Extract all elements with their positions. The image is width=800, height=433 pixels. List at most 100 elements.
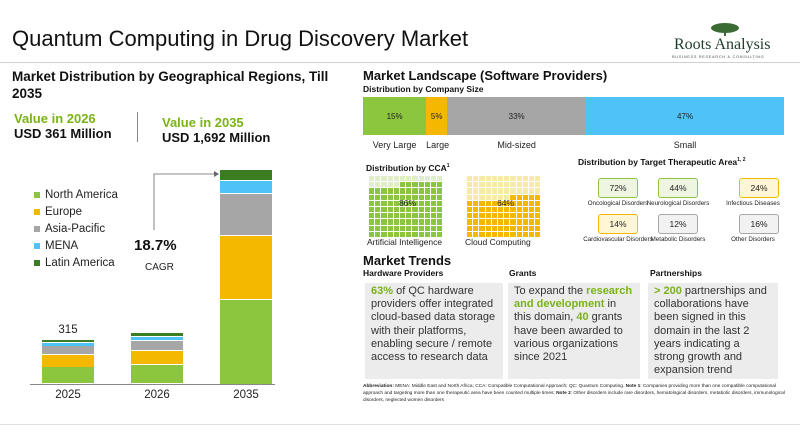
waffle-cell xyxy=(406,206,412,213)
waffle-cell xyxy=(387,182,393,188)
waffle-cell xyxy=(424,206,430,213)
waffle-cell xyxy=(393,213,399,219)
waffle-cell xyxy=(406,194,412,200)
waffle-cell xyxy=(430,219,437,225)
waffle-cell xyxy=(430,225,437,231)
cca-heading: Distribution by CCA1 xyxy=(366,163,450,173)
waffle-cell xyxy=(418,188,424,194)
waffle-cell xyxy=(418,206,424,213)
waffle-cell xyxy=(516,231,522,237)
waffle-cell xyxy=(467,182,473,188)
waffle-cell xyxy=(522,194,528,200)
waffle-cell xyxy=(437,219,443,225)
footnote-abbreviation: Abbreviation: MENA: Middle East and Nort… xyxy=(363,383,791,404)
waffle-cell xyxy=(424,231,430,237)
ta-label: Other Disorders xyxy=(731,236,775,243)
waffle-cell xyxy=(516,182,522,188)
company-size-label: Large xyxy=(426,140,450,150)
bar-segment-2035-mena xyxy=(220,181,272,194)
waffle-cell xyxy=(485,206,491,213)
waffle-cell xyxy=(473,231,479,237)
bar-segment-2035-north-america xyxy=(220,300,272,384)
x-tick-label-2026: 2026 xyxy=(144,389,170,401)
bar-segment-2035-latin-america xyxy=(220,169,272,181)
waffle-cell xyxy=(375,206,381,213)
waffle-cell xyxy=(473,200,479,206)
waffle-cell xyxy=(393,200,399,206)
waffle-cell xyxy=(497,176,504,182)
hardware-highlight: 63% xyxy=(371,285,394,297)
waffle-cell xyxy=(418,225,424,231)
waffle-cell xyxy=(497,182,504,188)
waffle-cell xyxy=(473,206,479,213)
waffle-cell xyxy=(406,200,412,206)
abbrev-text: MENA: Middle East and North Africa; CCA:… xyxy=(393,384,626,389)
partnerships-heading: Partnerships xyxy=(650,268,702,278)
waffle-cell xyxy=(369,219,375,225)
waffle-cell xyxy=(522,219,528,225)
waffle-cell xyxy=(387,219,393,225)
waffle-cell xyxy=(387,194,393,200)
waffle-cell xyxy=(399,200,406,206)
waffle-cell xyxy=(430,194,437,200)
waffle-cell xyxy=(485,182,491,188)
waffle-cell xyxy=(516,200,522,206)
waffle-cell xyxy=(473,182,479,188)
grants-text-post: grants have been awarded to various orga… xyxy=(514,311,623,364)
waffle-cell xyxy=(497,188,504,194)
waffle-cell xyxy=(412,182,418,188)
company-size-label: Mid-sized xyxy=(497,140,536,150)
waffle-cell xyxy=(437,225,443,231)
waffle-cell xyxy=(406,231,412,237)
waffle-cell xyxy=(424,176,430,182)
waffle-cell xyxy=(510,225,516,231)
ta-label: Oncological Disorders xyxy=(587,200,649,207)
waffle-cell xyxy=(510,206,516,213)
waffle-cell xyxy=(369,200,375,206)
waffle-cell xyxy=(528,231,535,237)
waffle-cell xyxy=(369,225,375,231)
waffle-cell xyxy=(381,225,387,231)
waffle-cell xyxy=(504,182,510,188)
waffle-cell xyxy=(375,194,381,200)
kpi-2035-value: USD 1,692 Million xyxy=(162,130,271,145)
legend-label: North America xyxy=(45,189,118,201)
cagr-label: CAGR xyxy=(145,262,174,273)
ta-box-metabolic-disorders: 12% xyxy=(658,214,698,234)
bar-segment-2026-asia-pacific xyxy=(131,340,183,351)
waffle-cell xyxy=(510,194,516,200)
waffle-cell xyxy=(510,219,516,225)
cca-value: 64% xyxy=(497,198,515,208)
grants-highlight-rd: research and development xyxy=(514,285,633,311)
waffle-cell xyxy=(473,225,479,231)
waffle-cell xyxy=(369,176,375,182)
bar-segment-2025-europe xyxy=(42,354,94,367)
waffle-cell xyxy=(387,231,393,237)
waffle-cell xyxy=(418,219,424,225)
partnerships-text: partnerships and collaborations have bee… xyxy=(654,285,767,377)
tree-icon xyxy=(711,23,739,36)
waffle-cell xyxy=(406,219,412,225)
waffle-cell xyxy=(479,213,485,219)
waffle-cell xyxy=(375,182,381,188)
ta-heading-text: Distribution by Target Therapeutic Area xyxy=(578,157,738,167)
waffle-cell xyxy=(424,225,430,231)
waffle-cell xyxy=(516,194,522,200)
company-size-label: Small xyxy=(673,140,697,150)
waffle-cell xyxy=(528,176,535,182)
note1-text: : Companies providing more than one comp… xyxy=(363,384,777,396)
waffle-cell xyxy=(430,176,437,182)
hardware-heading: Hardware Providers xyxy=(363,268,444,278)
waffle-cell xyxy=(467,188,473,194)
waffle-cell xyxy=(491,182,497,188)
waffle-cell xyxy=(485,194,491,200)
waffle-cell xyxy=(485,231,491,237)
waffle-cell xyxy=(381,200,387,206)
cca-label: Artificial Intelligence xyxy=(367,237,443,247)
waffle-cell xyxy=(437,188,443,194)
waffle-cell xyxy=(528,225,535,231)
waffle-cell xyxy=(510,231,516,237)
waffle-cell xyxy=(375,225,381,231)
waffle-cell xyxy=(479,176,485,182)
waffle-cell xyxy=(510,182,516,188)
